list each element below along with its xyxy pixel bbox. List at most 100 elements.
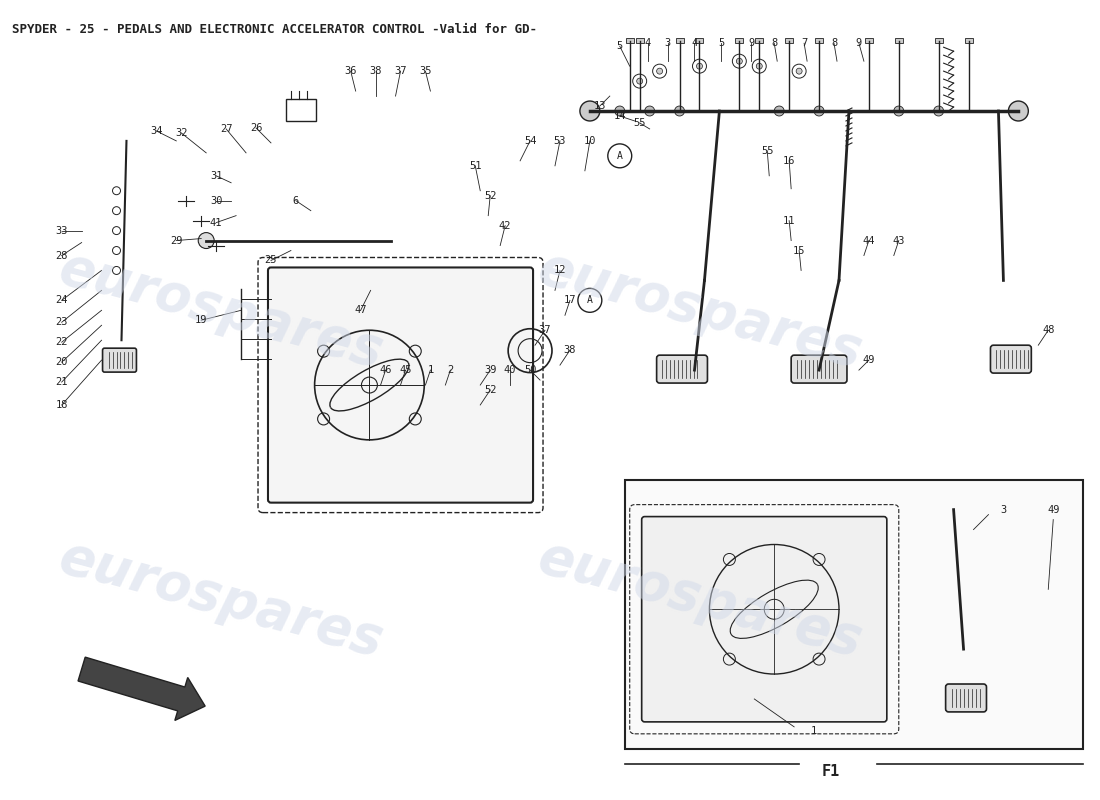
- Circle shape: [1009, 101, 1028, 121]
- Text: SPYDER - 25 - PEDALS AND ELECTRONIC ACCELERATOR CONTROL -Valid for GD-: SPYDER - 25 - PEDALS AND ELECTRONIC ACCE…: [12, 23, 537, 36]
- FancyArrow shape: [78, 657, 205, 721]
- Text: 2: 2: [448, 365, 453, 375]
- Bar: [865, 38, 873, 43]
- Bar: [965, 38, 972, 43]
- Text: 40: 40: [504, 365, 516, 375]
- Circle shape: [198, 233, 214, 249]
- Text: 21: 21: [55, 377, 68, 387]
- Text: A: A: [587, 295, 593, 306]
- Bar: [736, 38, 744, 43]
- Text: 30: 30: [210, 196, 222, 206]
- Text: 1: 1: [811, 726, 817, 736]
- Circle shape: [796, 68, 802, 74]
- Bar: [626, 38, 634, 43]
- Text: 13: 13: [594, 101, 606, 111]
- Text: 49: 49: [862, 355, 876, 365]
- Text: 39: 39: [484, 365, 496, 375]
- Text: eurospares: eurospares: [531, 242, 867, 378]
- Text: 44: 44: [862, 235, 876, 246]
- Text: 49: 49: [1047, 505, 1059, 514]
- Text: 16: 16: [783, 156, 795, 166]
- Circle shape: [814, 106, 824, 116]
- Circle shape: [736, 58, 743, 64]
- FancyBboxPatch shape: [641, 517, 887, 722]
- Circle shape: [774, 106, 784, 116]
- Text: 9: 9: [856, 38, 862, 48]
- Text: 48: 48: [1042, 326, 1055, 335]
- FancyBboxPatch shape: [946, 684, 987, 712]
- Text: 1: 1: [427, 365, 433, 375]
- Circle shape: [657, 68, 662, 74]
- Text: 6: 6: [293, 196, 299, 206]
- Text: 54: 54: [524, 136, 537, 146]
- FancyBboxPatch shape: [990, 345, 1032, 373]
- Text: 11: 11: [783, 216, 795, 226]
- Text: 19: 19: [195, 315, 208, 326]
- Bar: [695, 38, 704, 43]
- Text: 29: 29: [170, 235, 183, 246]
- Text: 4: 4: [645, 38, 651, 48]
- Bar: [894, 38, 903, 43]
- Circle shape: [615, 106, 625, 116]
- Text: 55: 55: [761, 146, 773, 156]
- Bar: [636, 38, 644, 43]
- Text: eurospares: eurospares: [531, 531, 867, 667]
- Circle shape: [757, 63, 762, 69]
- Circle shape: [934, 106, 944, 116]
- FancyBboxPatch shape: [102, 348, 136, 372]
- Bar: [756, 38, 763, 43]
- Text: 4: 4: [692, 38, 697, 48]
- Text: eurospares: eurospares: [54, 242, 389, 378]
- Text: 51: 51: [469, 161, 482, 171]
- FancyBboxPatch shape: [268, 267, 534, 502]
- Text: 26: 26: [250, 123, 262, 133]
- Text: 24: 24: [55, 295, 68, 306]
- Text: 31: 31: [210, 170, 222, 181]
- Text: 38: 38: [563, 345, 576, 355]
- Text: 9: 9: [748, 38, 755, 48]
- Text: 3: 3: [1000, 505, 1006, 514]
- Text: 53: 53: [553, 136, 566, 146]
- Text: 55: 55: [634, 118, 646, 128]
- Circle shape: [645, 106, 654, 116]
- Text: 28: 28: [55, 250, 68, 261]
- FancyBboxPatch shape: [657, 355, 707, 383]
- Circle shape: [580, 101, 600, 121]
- Circle shape: [894, 106, 904, 116]
- Circle shape: [696, 63, 703, 69]
- Text: 8: 8: [830, 38, 837, 48]
- Text: 20: 20: [55, 357, 68, 367]
- Text: 32: 32: [175, 128, 187, 138]
- Circle shape: [637, 78, 642, 84]
- Text: 17: 17: [563, 295, 576, 306]
- Bar: [675, 38, 683, 43]
- Text: 23: 23: [55, 318, 68, 327]
- Text: eurospares: eurospares: [54, 531, 389, 667]
- Text: 15: 15: [793, 246, 805, 255]
- Text: 14: 14: [614, 111, 626, 121]
- Text: 47: 47: [354, 306, 367, 315]
- Text: 52: 52: [484, 385, 496, 395]
- Text: 34: 34: [150, 126, 163, 136]
- Text: 50: 50: [524, 365, 537, 375]
- Text: 33: 33: [55, 226, 68, 235]
- Circle shape: [674, 106, 684, 116]
- Text: 22: 22: [55, 338, 68, 347]
- Text: 37: 37: [394, 66, 407, 76]
- Bar: [785, 38, 793, 43]
- Text: 37: 37: [539, 326, 551, 335]
- Text: F1: F1: [822, 764, 840, 778]
- Text: 12: 12: [553, 266, 566, 275]
- Text: 3: 3: [664, 38, 671, 48]
- Text: 45: 45: [399, 365, 411, 375]
- FancyBboxPatch shape: [791, 355, 847, 383]
- Text: 10: 10: [584, 136, 596, 146]
- Text: 35: 35: [419, 66, 431, 76]
- Text: 27: 27: [220, 124, 232, 134]
- Text: 5: 5: [617, 42, 623, 51]
- Text: 5: 5: [718, 38, 725, 48]
- Bar: [286, 99, 316, 121]
- Bar: [935, 38, 943, 43]
- Text: 46: 46: [379, 365, 392, 375]
- Text: 7: 7: [801, 38, 807, 48]
